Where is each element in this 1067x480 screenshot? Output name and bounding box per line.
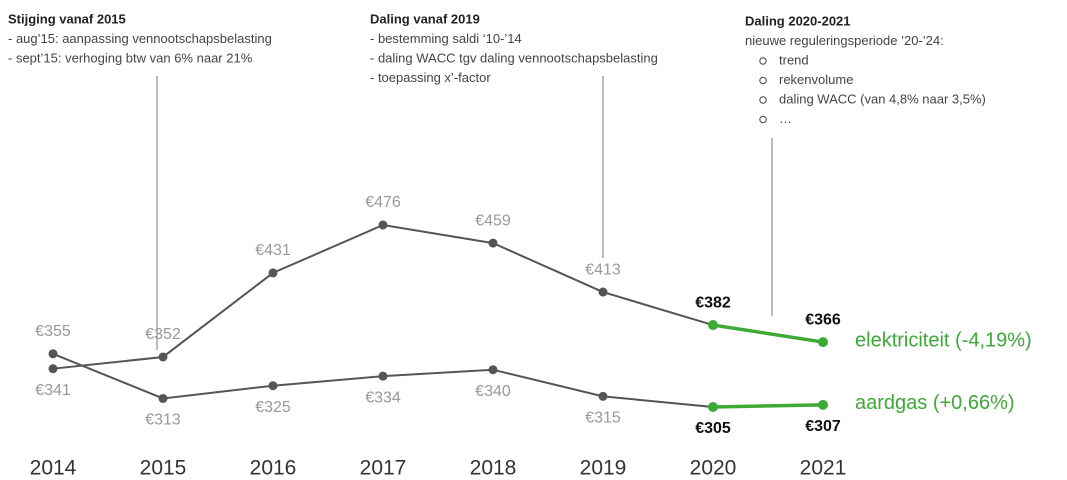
x-tick-label: 2018 bbox=[470, 457, 517, 480]
point bbox=[158, 393, 168, 403]
x-tick-label: 2016 bbox=[250, 457, 297, 480]
x-tick-label: 2017 bbox=[360, 457, 407, 480]
value-label: €340 bbox=[475, 383, 511, 400]
annotation-item: trend bbox=[779, 52, 809, 67]
point bbox=[818, 337, 828, 348]
point bbox=[48, 364, 58, 374]
annotation-line: - sept’15: verhoging btw van 6% naar 21% bbox=[8, 50, 253, 65]
value-label: €366 bbox=[805, 311, 841, 328]
x-tick-label: 2021 bbox=[800, 457, 847, 480]
bullet bbox=[759, 76, 767, 85]
point bbox=[268, 268, 278, 278]
value-label: €325 bbox=[255, 399, 291, 416]
annotation-line: nieuwe reguleringsperiode ’20-’24: bbox=[745, 33, 944, 48]
point bbox=[598, 391, 608, 401]
point bbox=[488, 365, 498, 375]
annotation-line: - bestemming saldi ‘10-’14 bbox=[370, 31, 522, 46]
point bbox=[708, 320, 718, 331]
point bbox=[378, 371, 388, 381]
point bbox=[158, 352, 168, 362]
value-label: €476 bbox=[365, 194, 401, 211]
value-label: €313 bbox=[145, 412, 181, 429]
point bbox=[708, 402, 718, 412]
bullet bbox=[759, 115, 767, 124]
annotation-item: daling WACC (van 4,8% naar 3,5%) bbox=[779, 91, 986, 106]
value-label: €459 bbox=[475, 212, 511, 229]
line-highlight bbox=[712, 403, 824, 409]
value-label: €341 bbox=[35, 382, 71, 399]
value-label: €382 bbox=[695, 294, 731, 311]
value-label: €334 bbox=[365, 389, 401, 406]
point bbox=[818, 399, 828, 410]
point bbox=[268, 381, 278, 391]
point bbox=[598, 287, 608, 297]
value-label: €352 bbox=[145, 326, 181, 343]
x-tick-label: 2014 bbox=[30, 457, 77, 480]
x-tick-label: 2019 bbox=[580, 457, 627, 480]
value-label: €355 bbox=[35, 323, 71, 340]
annotation-title: Stijging vanaf 2015 bbox=[8, 11, 126, 26]
value-label: €307 bbox=[805, 418, 841, 435]
annotation-item: … bbox=[779, 111, 792, 126]
bullet bbox=[759, 57, 767, 65]
value-label: €413 bbox=[585, 261, 621, 278]
point bbox=[48, 349, 58, 359]
bullet bbox=[759, 96, 767, 104]
line-highlight bbox=[712, 323, 824, 344]
line bbox=[52, 223, 714, 370]
value-label: €305 bbox=[695, 420, 731, 437]
annotation-line: - toepassing x’-factor bbox=[370, 70, 491, 85]
annotation-title: Daling 2020-2021 bbox=[745, 13, 851, 28]
annotation-item: rekenvolume bbox=[779, 72, 853, 87]
value-label: €315 bbox=[585, 410, 621, 427]
point bbox=[488, 238, 498, 248]
x-tick-label: 2020 bbox=[690, 457, 737, 480]
series-label: elektriciteit (-4,19%) bbox=[855, 329, 1032, 351]
series-label: aardgas (+0,66%) bbox=[855, 392, 1015, 414]
point bbox=[378, 220, 388, 230]
annotation-title: Daling vanaf 2019 bbox=[370, 11, 480, 26]
annotation-line: - daling WACC tgv daling vennootschapsbe… bbox=[370, 50, 658, 65]
annotation-line: - aug’15: aanpassing vennootschapsbelast… bbox=[8, 31, 272, 46]
x-tick-label: 2015 bbox=[140, 457, 187, 480]
value-label: €431 bbox=[255, 242, 291, 259]
